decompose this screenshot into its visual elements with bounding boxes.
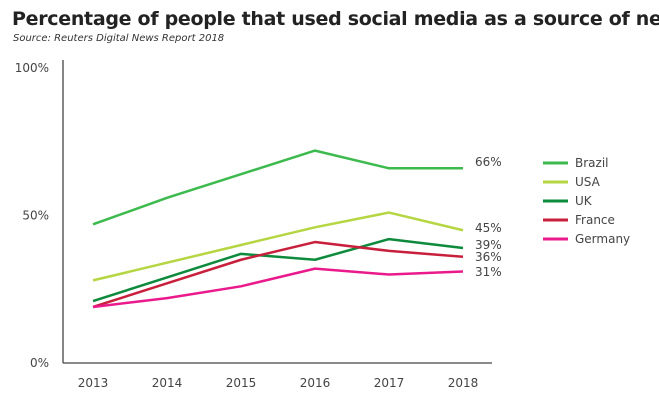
y-tick-label: 0% — [30, 356, 49, 370]
x-tick-label: 2015 — [226, 376, 257, 390]
series-line-brazil — [92, 149, 463, 226]
series-line-uk — [92, 237, 464, 303]
end-label-brazil: 66% — [475, 155, 502, 169]
end-label-usa: 45% — [475, 221, 502, 235]
legend-label-brazil: Brazil — [575, 156, 609, 170]
chart-title: Percentage of people that used social me… — [12, 8, 659, 30]
x-tick-label: 2016 — [300, 376, 331, 390]
legend-label-usa: USA — [575, 175, 601, 189]
series-line-usa — [92, 211, 464, 282]
legend-label-germany: Germany — [575, 232, 630, 246]
x-tick-label: 2013 — [78, 376, 109, 390]
y-tick-label: 50% — [22, 209, 49, 223]
series-line-germany — [92, 267, 464, 309]
x-tick-label: 2018 — [448, 376, 479, 390]
legend-label-uk: UK — [575, 194, 593, 208]
x-tick-label: 2017 — [374, 376, 405, 390]
series-line-france — [92, 240, 464, 309]
end-label-germany: 31% — [475, 265, 502, 279]
chart-subtitle: Source: Reuters Digital News Report 2018 — [13, 33, 225, 44]
end-label-uk: 39% — [475, 238, 502, 252]
legend-label-france: France — [575, 213, 615, 227]
y-tick-label: 100% — [15, 61, 49, 75]
end-label-france: 36% — [475, 250, 502, 264]
x-tick-label: 2014 — [152, 376, 183, 390]
